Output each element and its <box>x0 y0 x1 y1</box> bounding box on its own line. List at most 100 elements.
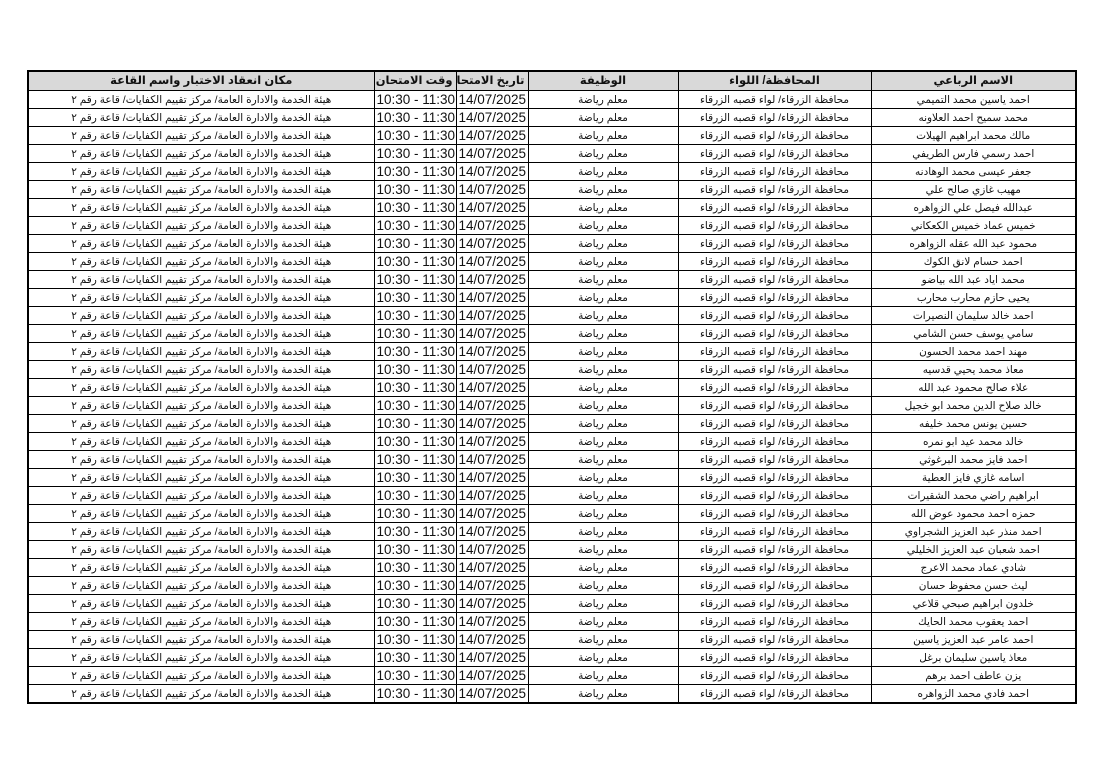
table-row: احمد خالد سليمان النصيرات محافظة الزرقاء/… <box>27 306 1077 325</box>
cell-exam-date: 14/07/2025 <box>455 396 529 415</box>
cell-exam-date: 14/07/2025 <box>455 162 529 181</box>
cell-exam-location: هيئة الخدمة والادارة العامة/ مركز تقييم … <box>27 558 375 577</box>
cell-full-name: احمد عامر عبد العزيز ياسين <box>870 630 1077 649</box>
table-row: مهيب غازي صالح علي محافظة الزرقاء/ لواء ق… <box>27 180 1077 199</box>
cell-exam-date: 14/07/2025 <box>455 522 529 541</box>
cell-job: معلم رياضة <box>527 324 679 343</box>
cell-exam-date: 14/07/2025 <box>455 576 529 595</box>
cell-job: معلم رياضة <box>527 540 679 559</box>
cell-exam-location: هيئة الخدمة والادارة العامة/ مركز تقييم … <box>27 180 375 199</box>
cell-governorate: محافظة الزرقاء/ لواء قصبه الزرقاء <box>677 558 872 577</box>
cell-full-name: خالد صلاح الدين محمد ابو خجيل <box>870 396 1077 415</box>
cell-job: معلم رياضة <box>527 450 679 469</box>
cell-exam-date: 14/07/2025 <box>455 612 529 631</box>
header-governorate: المحافظة/ اللواء <box>677 70 872 91</box>
cell-exam-time: 10:30 - 11:30 <box>373 108 457 127</box>
table-row: ابراهيم راضي محمد الشقيرات محافظة الزرقاء… <box>27 486 1077 505</box>
cell-governorate: محافظة الزرقاء/ لواء قصبه الزرقاء <box>677 504 872 523</box>
cell-exam-time: 10:30 - 11:30 <box>373 360 457 379</box>
table-row: محمود عبد الله عقله الزواهره محافظة الزرق… <box>27 234 1077 253</box>
cell-full-name: مهيب غازي صالح علي <box>870 180 1077 199</box>
cell-job: معلم رياضة <box>527 90 679 109</box>
cell-full-name: شادي عماد محمد الاعرج <box>870 558 1077 577</box>
cell-governorate: محافظة الزرقاء/ لواء قصبه الزرقاء <box>677 108 872 127</box>
cell-job: معلم رياضة <box>527 630 679 649</box>
cell-job: معلم رياضة <box>527 342 679 361</box>
cell-governorate: محافظة الزرقاء/ لواء قصبه الزرقاء <box>677 324 872 343</box>
cell-exam-time: 10:30 - 11:30 <box>373 684 457 704</box>
cell-governorate: محافظة الزرقاء/ لواء قصبه الزرقاء <box>677 594 872 613</box>
cell-exam-date: 14/07/2025 <box>455 252 529 271</box>
cell-exam-time: 10:30 - 11:30 <box>373 288 457 307</box>
cell-full-name: احمد حسام لانق الكوك <box>870 252 1077 271</box>
cell-exam-time: 10:30 - 11:30 <box>373 396 457 415</box>
cell-job: معلم رياضة <box>527 126 679 145</box>
cell-exam-date: 14/07/2025 <box>455 594 529 613</box>
cell-job: معلم رياضة <box>527 504 679 523</box>
cell-exam-location: هيئة الخدمة والادارة العامة/ مركز تقييم … <box>27 108 375 127</box>
cell-exam-time: 10:30 - 11:30 <box>373 306 457 325</box>
cell-governorate: محافظة الزرقاء/ لواء قصبه الزرقاء <box>677 306 872 325</box>
cell-full-name: احمد منذر عبد العزيز الشجراوي <box>870 522 1077 541</box>
cell-governorate: محافظة الزرقاء/ لواء قصبه الزرقاء <box>677 234 872 253</box>
cell-exam-location: هيئة الخدمة والادارة العامة/ مركز تقييم … <box>27 234 375 253</box>
cell-exam-date: 14/07/2025 <box>455 342 529 361</box>
cell-exam-date: 14/07/2025 <box>455 306 529 325</box>
cell-governorate: محافظة الزرقاء/ لواء قصبه الزرقاء <box>677 126 872 145</box>
cell-job: معلم رياضة <box>527 468 679 487</box>
cell-governorate: محافظة الزرقاء/ لواء قصبه الزرقاء <box>677 180 872 199</box>
cell-exam-location: هيئة الخدمة والادارة العامة/ مركز تقييم … <box>27 270 375 289</box>
cell-exam-location: هيئة الخدمة والادارة العامة/ مركز تقييم … <box>27 468 375 487</box>
cell-exam-date: 14/07/2025 <box>455 360 529 379</box>
cell-exam-time: 10:30 - 11:30 <box>373 414 457 433</box>
cell-job: معلم رياضة <box>527 558 679 577</box>
cell-exam-time: 10:30 - 11:30 <box>373 522 457 541</box>
cell-full-name: يزن عاطف احمد برهم <box>870 666 1077 685</box>
cell-exam-location: هيئة الخدمة والادارة العامة/ مركز تقييم … <box>27 252 375 271</box>
table-row: سامي يوسف حسن الشامي محافظة الزرقاء/ لواء… <box>27 324 1077 343</box>
table-row: حمزه احمد محمود عوض الله محافظة الزرقاء/ … <box>27 504 1077 523</box>
cell-governorate: محافظة الزرقاء/ لواء قصبه الزرقاء <box>677 270 872 289</box>
cell-governorate: محافظة الزرقاء/ لواء قصبه الزرقاء <box>677 342 872 361</box>
cell-full-name: سامي يوسف حسن الشامي <box>870 324 1077 343</box>
cell-exam-location: هيئة الخدمة والادارة العامة/ مركز تقييم … <box>27 648 375 667</box>
cell-exam-time: 10:30 - 11:30 <box>373 162 457 181</box>
cell-full-name: علاء صالح محمود عبد الله <box>870 378 1077 397</box>
header-full-name: الاسم الرباعي <box>870 70 1077 91</box>
cell-job: معلم رياضة <box>527 684 679 704</box>
cell-exam-date: 14/07/2025 <box>455 558 529 577</box>
table-row: يزن عاطف احمد برهم محافظة الزرقاء/ لواء ق… <box>27 666 1077 685</box>
table-row: احمد عامر عبد العزيز ياسين محافظة الزرقاء… <box>27 630 1077 649</box>
cell-exam-time: 10:30 - 11:30 <box>373 450 457 469</box>
cell-exam-time: 10:30 - 11:30 <box>373 612 457 631</box>
table-row: خالد محمد عيد ابو نمره محافظة الزرقاء/ لو… <box>27 432 1077 451</box>
cell-governorate: محافظة الزرقاء/ لواء قصبه الزرقاء <box>677 378 872 397</box>
cell-governorate: محافظة الزرقاء/ لواء قصبه الزرقاء <box>677 198 872 217</box>
cell-exam-date: 14/07/2025 <box>455 432 529 451</box>
cell-exam-location: هيئة الخدمة والادارة العامة/ مركز تقييم … <box>27 450 375 469</box>
cell-full-name: احمد يعقوب محمد الحايك <box>870 612 1077 631</box>
cell-exam-location: هيئة الخدمة والادارة العامة/ مركز تقييم … <box>27 684 375 704</box>
cell-full-name: احمد فادي محمد الزواهره <box>870 684 1077 704</box>
cell-exam-time: 10:30 - 11:30 <box>373 216 457 235</box>
cell-exam-date: 14/07/2025 <box>455 144 529 163</box>
cell-governorate: محافظة الزرقاء/ لواء قصبه الزرقاء <box>677 216 872 235</box>
table-row: احمد حسام لانق الكوك محافظة الزرقاء/ لواء… <box>27 252 1077 271</box>
header-row: الاسم الرباعي المحافظة/ اللواء الوظيفة ت… <box>27 70 1077 91</box>
cell-governorate: محافظة الزرقاء/ لواء قصبه الزرقاء <box>677 648 872 667</box>
cell-governorate: محافظة الزرقاء/ لواء قصبه الزرقاء <box>677 162 872 181</box>
cell-exam-location: هيئة الخدمة والادارة العامة/ مركز تقييم … <box>27 414 375 433</box>
cell-exam-date: 14/07/2025 <box>455 90 529 109</box>
cell-exam-date: 14/07/2025 <box>455 198 529 217</box>
cell-job: معلم رياضة <box>527 252 679 271</box>
table-row: احمد رسمي فارس الطريفي محافظة الزرقاء/ لو… <box>27 144 1077 163</box>
cell-exam-time: 10:30 - 11:30 <box>373 252 457 271</box>
cell-full-name: يحيى حازم محارب محارب <box>870 288 1077 307</box>
table-row: احمد منذر عبد العزيز الشجراوي محافظة الزر… <box>27 522 1077 541</box>
cell-full-name: خالد محمد عيد ابو نمره <box>870 432 1077 451</box>
cell-full-name: احمد شعبان عبد العزيز الخليلي <box>870 540 1077 559</box>
table-row: محمد سميح احمد العلاونه محافظة الزرقاء/ ل… <box>27 108 1077 127</box>
cell-governorate: محافظة الزرقاء/ لواء قصبه الزرقاء <box>677 252 872 271</box>
cell-exam-location: هيئة الخدمة والادارة العامة/ مركز تقييم … <box>27 324 375 343</box>
cell-exam-time: 10:30 - 11:30 <box>373 504 457 523</box>
